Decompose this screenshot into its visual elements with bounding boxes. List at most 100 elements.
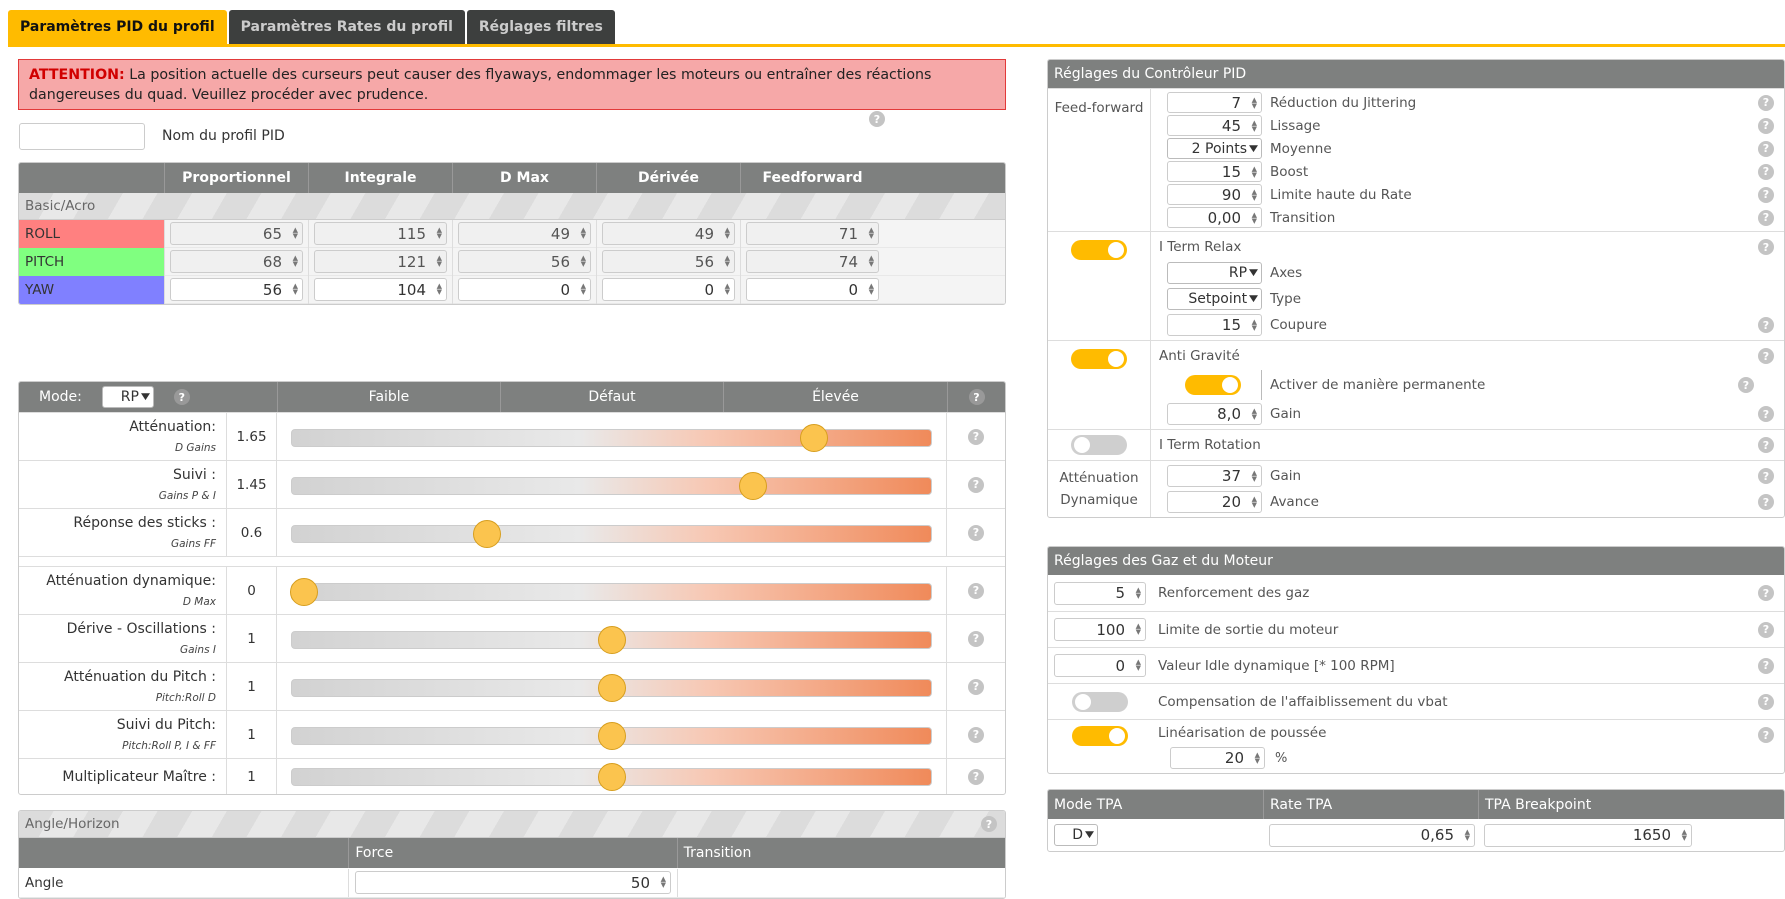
slider-thumb[interactable] (598, 762, 626, 791)
pid-i-input[interactable]: 121 ▲ ▼ (314, 250, 447, 273)
help-icon[interactable]: ? (1758, 317, 1774, 333)
throttle-boost-input[interactable]: 5 ▲ ▼ (1054, 581, 1146, 605)
help-icon[interactable]: ? (1758, 406, 1774, 422)
spinner-icon[interactable]: ▲ ▼ (436, 282, 442, 296)
pid-dmax-input[interactable]: 49 ▲ ▼ (458, 222, 591, 245)
spinner-icon[interactable]: ▲ ▼ (580, 282, 586, 296)
spinner-icon[interactable]: ▲ ▼ (660, 875, 666, 889)
pid-d-input[interactable]: 56 ▲ ▼ (602, 250, 735, 273)
spinner-icon[interactable]: ▲ ▼ (292, 282, 298, 296)
spinner-icon[interactable]: ▲ ▼ (580, 226, 586, 240)
help-icon[interactable]: ? (1758, 348, 1774, 364)
anti-gravity-toggle[interactable] (1071, 349, 1127, 369)
pid-ff-input[interactable]: 0 ▲ ▼ (746, 278, 879, 301)
tpa-rate-input[interactable]: 0,65 ▲ ▼ (1269, 823, 1475, 847)
spinner-icon[interactable]: ▲ ▼ (724, 254, 730, 268)
slider-track[interactable] (291, 582, 932, 601)
spinner-icon[interactable]: ▲ ▼ (1251, 469, 1257, 483)
help-icon[interactable]: ? (1758, 117, 1774, 134)
ff-transition-input[interactable]: 0,00 ▲ ▼ (1167, 207, 1262, 228)
help-icon[interactable]: ? (1758, 585, 1774, 601)
iterm-rotation-toggle[interactable] (1071, 435, 1127, 455)
spinner-icon[interactable]: ▲ ▼ (724, 226, 730, 240)
help-icon[interactable]: ? (869, 111, 885, 127)
help-icon[interactable]: ? (1758, 94, 1774, 111)
pid-d-input[interactable]: 0 ▲ ▼ (602, 278, 735, 301)
dyn-damp-gain-input[interactable]: 37 ▲ ▼ (1167, 465, 1262, 487)
spinner-icon[interactable]: ▲ ▼ (1135, 622, 1141, 636)
help-icon[interactable]: ? (1758, 186, 1774, 203)
anti-gravity-gain-input[interactable]: 8,0 ▲ ▼ (1167, 403, 1262, 425)
spinner-icon[interactable]: ▲ ▼ (1464, 827, 1470, 842)
spinner-icon[interactable]: ▲ ▼ (292, 254, 298, 268)
help-icon[interactable]: ? (968, 428, 984, 445)
slider-track[interactable] (291, 476, 932, 495)
slider-thumb[interactable] (289, 577, 318, 606)
iterm-cutoff-input[interactable]: 15 ▲ ▼ (1167, 314, 1262, 336)
pid-i-input[interactable]: 115 ▲ ▼ (314, 222, 447, 245)
help-icon[interactable]: ? (173, 389, 190, 405)
slider-track[interactable] (291, 524, 932, 543)
pid-p-input[interactable]: 56 ▲ ▼ (170, 278, 303, 301)
help-icon[interactable]: ? (968, 768, 984, 785)
help-icon[interactable]: ? (968, 582, 984, 599)
spinner-icon[interactable]: ▲ ▼ (1251, 119, 1257, 133)
help-icon[interactable]: ? (968, 524, 984, 541)
spinner-icon[interactable]: ▲ ▼ (1135, 658, 1141, 672)
help-icon[interactable]: ? (1758, 163, 1774, 180)
help-icon[interactable]: ? (1758, 693, 1774, 710)
slider-thumb[interactable] (598, 673, 626, 702)
pid-dmax-input[interactable]: 0 ▲ ▼ (458, 278, 591, 301)
help-icon[interactable]: ? (1758, 657, 1774, 674)
spinner-icon[interactable]: ▲ ▼ (1251, 211, 1257, 225)
ff-avg-select[interactable]: 2 Points ▼ (1167, 138, 1262, 159)
help-icon[interactable]: ? (981, 816, 997, 832)
spinner-icon[interactable]: ▲ ▼ (868, 254, 874, 268)
help-icon[interactable]: ? (1738, 377, 1754, 393)
iterm-type-select[interactable]: Setpoint ▼ (1167, 288, 1262, 310)
spinner-icon[interactable]: ▲ ▼ (1251, 318, 1257, 332)
ff-rate_limit-input[interactable]: 90 ▲ ▼ (1167, 184, 1262, 205)
spinner-icon[interactable]: ▲ ▼ (1251, 495, 1257, 509)
spinner-icon[interactable]: ▲ ▼ (1251, 96, 1257, 110)
ff-boost-input[interactable]: 15 ▲ ▼ (1167, 161, 1262, 182)
pid-p-input[interactable]: 65 ▲ ▼ (170, 222, 303, 245)
help-icon[interactable]: ? (1758, 621, 1774, 638)
help-icon[interactable]: ? (968, 678, 984, 695)
pid-d-input[interactable]: 49 ▲ ▼ (602, 222, 735, 245)
help-icon[interactable]: ? (1758, 494, 1774, 510)
help-icon[interactable]: ? (968, 726, 984, 743)
spinner-icon[interactable]: ▲ ▼ (868, 282, 874, 296)
pid-i-input[interactable]: 104 ▲ ▼ (314, 278, 447, 301)
tab-rates-profile[interactable]: Paramètres Rates du profil (228, 10, 465, 44)
angle-force-input[interactable]: 50 ▲ ▼ (355, 871, 671, 894)
slider-thumb[interactable] (800, 423, 829, 452)
tab-pid-profile[interactable]: Paramètres PID du profil (8, 10, 227, 44)
ff-smooth-input[interactable]: 45 ▲ ▼ (1167, 115, 1262, 136)
help-icon[interactable]: ? (1758, 140, 1774, 157)
slider-thumb[interactable] (598, 625, 626, 654)
pid-ff-input[interactable]: 74 ▲ ▼ (746, 250, 879, 273)
help-icon[interactable]: ? (968, 389, 985, 405)
profile-name-input[interactable] (19, 123, 145, 150)
help-icon[interactable]: ? (1758, 727, 1774, 743)
spinner-icon[interactable]: ▲ ▼ (1251, 407, 1257, 421)
spinner-icon[interactable]: ▲ ▼ (1135, 585, 1141, 600)
spinner-icon[interactable]: ▲ ▼ (1251, 165, 1257, 179)
dyn-damp-advance-input[interactable]: 20 ▲ ▼ (1167, 491, 1262, 513)
motor-limit-input[interactable]: 100 ▲ ▼ (1054, 618, 1146, 641)
dyn-idle-input[interactable]: 0 ▲ ▼ (1054, 654, 1146, 677)
spinner-icon[interactable]: ▲ ▼ (1681, 827, 1687, 842)
iterm-axes-select[interactable]: RP ▼ (1167, 262, 1262, 284)
spinner-icon[interactable]: ▲ ▼ (580, 254, 586, 268)
slider-thumb[interactable] (598, 721, 626, 750)
tab-filters[interactable]: Réglages filtres (466, 10, 615, 44)
help-icon[interactable]: ? (1758, 468, 1774, 484)
slider-track[interactable] (291, 428, 932, 447)
help-icon[interactable]: ? (1758, 209, 1774, 226)
pid-p-input[interactable]: 68 ▲ ▼ (170, 250, 303, 273)
pid-dmax-input[interactable]: 56 ▲ ▼ (458, 250, 591, 273)
slider-thumb[interactable] (739, 471, 768, 500)
help-icon[interactable]: ? (968, 476, 984, 493)
spinner-icon[interactable]: ▲ ▼ (436, 254, 442, 268)
